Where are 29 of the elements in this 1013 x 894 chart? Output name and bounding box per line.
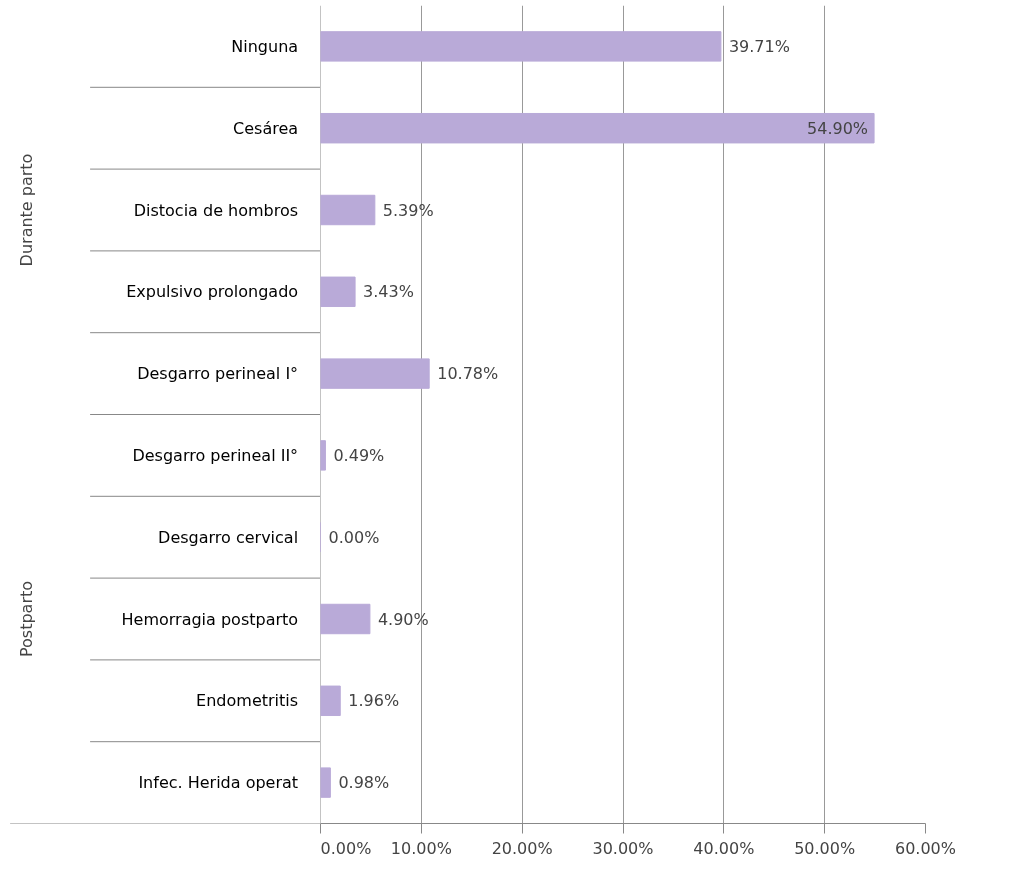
data-label: 0.98% bbox=[338, 773, 390, 793]
y-tick-label: Expulsivo prolongado bbox=[126, 282, 299, 302]
data-label: 3.43% bbox=[363, 282, 414, 302]
y-tick-label: Ninguna bbox=[231, 36, 299, 56]
data-label: 0.00% bbox=[328, 527, 380, 547]
data-label: 5.39% bbox=[382, 200, 434, 220]
data-label: 4.90% bbox=[377, 609, 429, 629]
y-tick-label: Desgarro cervical bbox=[158, 527, 299, 547]
data-label: 0.49% bbox=[333, 445, 385, 465]
x-tick-label: 40.00% bbox=[693, 838, 755, 858]
data-label: 1.96% bbox=[348, 691, 400, 711]
data-label: 54.90% bbox=[807, 118, 869, 138]
data-label: 10.78% bbox=[437, 364, 499, 384]
data-label: 39.71% bbox=[728, 36, 790, 56]
y-tick-label: Infec. Herida operat bbox=[138, 773, 299, 793]
y-tick-label: Desgarro perineal II° bbox=[132, 445, 299, 465]
y-tick-label: Cesárea bbox=[233, 118, 299, 138]
x-tick-label: 30.00% bbox=[592, 838, 654, 858]
text: Durante parto bbox=[16, 153, 36, 267]
y-tick-label: Hemorragia postparto bbox=[121, 609, 299, 629]
x-tick-label: 20.00% bbox=[491, 838, 553, 858]
x-tick-label: 50.00% bbox=[794, 838, 856, 858]
y-tick-label: Distocia de hombros bbox=[133, 200, 299, 220]
y-tick-label: Endometritis bbox=[196, 691, 299, 711]
x-tick-label: 0.00% bbox=[320, 838, 372, 858]
x-tick-label: 10.00% bbox=[390, 838, 452, 858]
y-tick-label: Desgarro perineal I° bbox=[137, 364, 299, 384]
text: Postparto bbox=[16, 580, 36, 658]
x-tick-label: 60.00% bbox=[895, 838, 957, 858]
